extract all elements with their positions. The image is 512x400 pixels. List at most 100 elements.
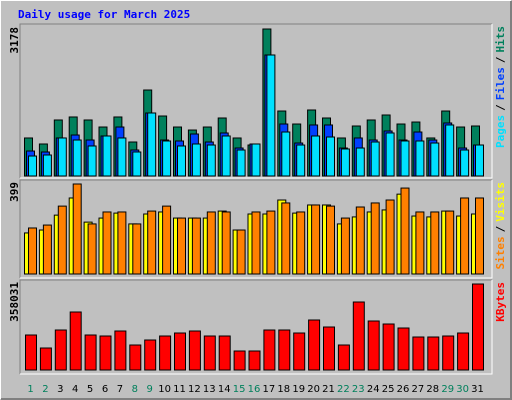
bar	[263, 329, 276, 371]
bar	[218, 335, 231, 371]
y-tick-label: 399	[8, 182, 21, 202]
bar	[162, 140, 172, 177]
x-tick-label: 15	[233, 384, 246, 395]
x-tick-label: 20	[307, 384, 320, 395]
bar	[397, 327, 410, 371]
bar	[114, 330, 127, 371]
x-tick-label: 16	[248, 384, 261, 395]
bar	[206, 144, 216, 177]
x-tick-label: 29	[441, 384, 454, 395]
bar	[144, 339, 157, 371]
x-tick-label: 11	[173, 384, 186, 395]
chart-title: Daily usage for March 2025	[18, 8, 190, 21]
bar	[147, 210, 157, 275]
x-tick-label: 31	[471, 384, 484, 395]
bar	[251, 211, 261, 275]
x-tick-label: 8	[132, 384, 138, 395]
bar	[415, 140, 425, 177]
bar	[430, 142, 440, 177]
bar	[385, 132, 395, 177]
bar	[236, 149, 246, 177]
legend-entry: KBytes	[494, 282, 507, 322]
legend-entry: Visits	[494, 182, 507, 222]
plot-edge-light	[20, 24, 493, 179]
bar	[352, 301, 365, 371]
bar	[99, 335, 112, 371]
legend-entry: Pages	[494, 115, 507, 148]
bar	[266, 54, 276, 177]
x-tick-label: 10	[158, 384, 171, 395]
legend: KBytes	[494, 282, 507, 322]
bar	[248, 350, 261, 371]
bar	[296, 144, 306, 177]
bar	[323, 326, 335, 371]
bar	[233, 350, 246, 371]
bar	[442, 335, 455, 371]
x-tick-label: 6	[102, 384, 108, 395]
bar	[460, 197, 470, 275]
bar	[472, 283, 484, 371]
bar	[132, 223, 142, 275]
bar	[147, 112, 157, 177]
bar	[337, 344, 350, 371]
legend-entry: Hits	[494, 26, 507, 53]
plot-edge-dark	[19, 279, 492, 374]
bar	[400, 140, 410, 177]
bar	[72, 183, 82, 275]
x-tick-label: 2	[42, 384, 48, 395]
x-tick-label: 24	[367, 384, 380, 395]
bar	[475, 144, 484, 177]
bar	[400, 187, 410, 275]
x-tick-label: 5	[87, 384, 93, 395]
bar	[370, 141, 380, 177]
bar	[28, 155, 37, 177]
x-tick-label: 28	[426, 384, 439, 395]
plot-edge-dark	[19, 179, 492, 278]
bar	[72, 139, 82, 177]
x-tick-label: 3	[57, 384, 63, 395]
bar	[87, 223, 97, 275]
x-tick-label: 13	[203, 384, 216, 395]
bar	[159, 335, 172, 371]
bar	[206, 211, 216, 275]
legend-entry: Files	[494, 67, 507, 100]
bar	[191, 143, 201, 177]
x-tick-label: 21	[322, 384, 335, 395]
bar	[370, 202, 380, 275]
bar	[117, 211, 127, 275]
bar	[340, 217, 350, 275]
legend: Pages / Files / Hits	[494, 26, 507, 148]
legend-separator: /	[494, 225, 507, 232]
bar	[102, 135, 112, 177]
bar	[340, 148, 350, 177]
bar	[28, 227, 37, 275]
y-tick-label: 358031	[8, 282, 21, 322]
bar	[177, 145, 186, 177]
bar	[412, 336, 425, 371]
x-tick-label: 12	[188, 384, 201, 395]
bar	[427, 336, 440, 371]
legend-separator: /	[494, 104, 507, 111]
x-tick-label: 7	[117, 384, 123, 395]
bar	[39, 347, 52, 371]
bar	[42, 154, 52, 177]
x-tick-label: 26	[397, 384, 410, 395]
bar	[296, 211, 306, 275]
bar	[415, 211, 425, 275]
bar	[445, 124, 455, 177]
bar	[132, 151, 142, 177]
bar	[236, 229, 246, 275]
x-tick-label: 9	[147, 384, 153, 395]
x-tick-label: 19	[292, 384, 305, 395]
bar	[457, 332, 470, 371]
bar	[162, 205, 172, 275]
bar	[385, 199, 395, 275]
bar	[430, 211, 440, 275]
bar	[326, 205, 335, 275]
bar	[174, 332, 186, 371]
bar	[355, 206, 365, 275]
x-tick-label: 4	[72, 384, 78, 395]
bar	[326, 136, 335, 177]
